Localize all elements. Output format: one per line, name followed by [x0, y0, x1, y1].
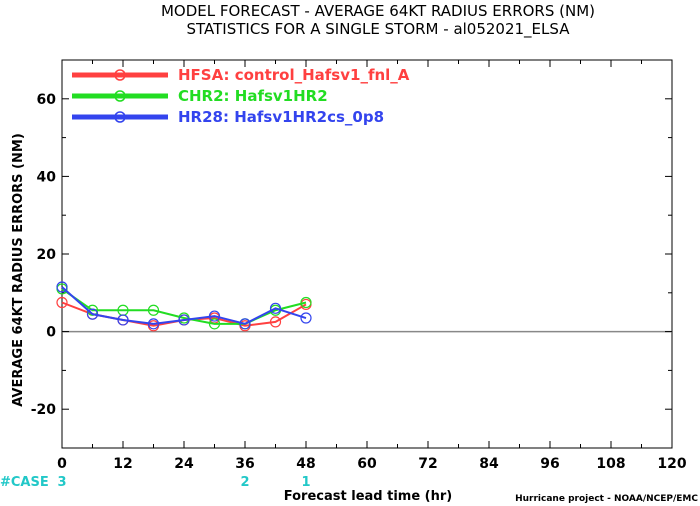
x-tick-label: 120: [657, 456, 686, 472]
data-point-hfsa: [56, 296, 68, 309]
plot-area: -20 0 20 40 60 0 12 24 36 48 60 72 84 96 108 120 HFSA: c…: [31, 59, 687, 472]
legend-marker: [114, 90, 126, 102]
y-tick-label: 0: [46, 325, 56, 341]
data-point-chr2: [208, 318, 221, 330]
series-line-hr28: [61, 286, 307, 325]
data-point-hr28: [117, 314, 129, 326]
x-tick-label: 108: [596, 456, 625, 472]
y-tick-label: -20: [31, 402, 57, 418]
chart-title-line2: STATISTICS FOR A SINGLE STORM - al052021…: [187, 20, 571, 39]
chart-title-line1: MODEL FORECAST - AVERAGE 64KT RADIUS ERR…: [161, 2, 595, 20]
data-point-hr28: [147, 318, 160, 330]
case-label: #CASE: [0, 475, 49, 490]
y-tick-label: 20: [37, 247, 57, 263]
x-axis-label: Forecast lead time (hr): [284, 489, 452, 504]
series-hr28: [56, 281, 312, 330]
legend-entry-hr28: HR28: Hafsv1HR2cs_0p8: [72, 108, 384, 126]
legend-entry-chr2: CHR2: Hafsv1HR2: [72, 87, 328, 105]
y-axis-label: AVERAGE 64KT RADIUS ERRORS (NM): [11, 133, 26, 407]
data-point-hr28: [56, 281, 68, 293]
case-count: 2: [240, 475, 249, 490]
data-point-hfsa: [269, 316, 282, 328]
series-line-chr2: [61, 288, 307, 325]
case-count: 3: [57, 475, 66, 490]
y-tick-label: 40: [37, 169, 57, 185]
x-tick-label: 0: [57, 456, 67, 472]
data-point-chr2: [147, 304, 160, 316]
footer-credit: Hurricane project - NOAA/NCEP/EMC: [515, 494, 698, 504]
case-count: 1: [301, 475, 310, 490]
legend-label: HFSA: control_Hafsv1_fnl_A: [178, 66, 410, 84]
x-tick-label: 36: [235, 456, 254, 472]
data-point-hr28: [86, 308, 99, 320]
x-tick-label: 84: [479, 456, 499, 472]
legend-label: CHR2: Hafsv1HR2: [178, 87, 328, 105]
x-tick-label: 48: [296, 456, 315, 472]
legend-marker: [114, 111, 126, 123]
x-tick-label: 12: [113, 456, 132, 472]
legend-entry-hfsa: HFSA: control_Hafsv1_fnl_A: [72, 66, 410, 84]
x-tick-label: 60: [357, 456, 377, 472]
x-tick-label: 72: [418, 456, 437, 472]
data-point-hr28: [300, 312, 312, 324]
x-tick-label: 24: [174, 456, 194, 472]
y-tick-label: 60: [37, 92, 57, 108]
x-tick-label: 96: [540, 456, 559, 472]
data-point-chr2: [300, 296, 312, 309]
series-line-hfsa: [61, 301, 307, 327]
legend-label: HR28: Hafsv1HR2cs_0p8: [178, 108, 384, 126]
legend-marker: [114, 69, 126, 81]
data-point-hr28: [178, 314, 190, 326]
data-point-hr28: [269, 302, 282, 314]
data-point-hr28: [239, 318, 251, 330]
data-point-hr28: [208, 310, 221, 322]
